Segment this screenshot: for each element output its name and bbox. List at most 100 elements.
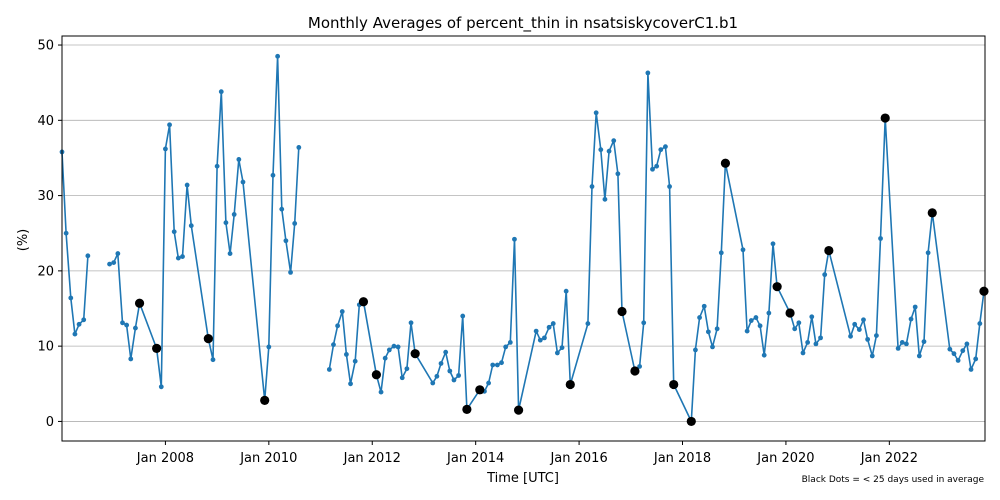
data-point [115,251,121,256]
data-point [184,182,190,188]
data-point [874,333,879,339]
data-point [386,347,392,353]
data-point [223,220,229,226]
data-point [171,229,177,235]
data-point [663,144,668,150]
data-point [331,342,336,348]
data-point [68,295,74,301]
data-point [761,352,767,358]
data-point [430,380,436,386]
data-point [701,303,707,309]
x-tick-label: Jan 2022 [860,451,918,466]
data-point [912,304,918,310]
data-point [111,260,117,265]
data-point [792,326,798,332]
data-point [188,223,194,229]
data-point [641,320,647,326]
flagged-data-point [880,113,890,123]
data-point [589,184,595,189]
data-point [658,147,664,153]
data-point [399,375,405,381]
x-tick-label: Jan 2020 [756,451,814,466]
data-point [81,317,87,323]
data-point [175,255,181,261]
data-point [710,344,715,350]
flagged-data-point [927,208,937,218]
data-point [602,196,608,202]
data-point [128,356,134,362]
data-point [654,163,660,169]
axis-ticks: 0 10 20 30 40 50 Jan 2008 Jan 2010 Jan 2012 Jan 2… [37,39,918,466]
data-point [227,251,233,256]
data-point [960,348,966,354]
data-point [395,344,401,350]
data-point [748,318,754,323]
x-tick-label: Jan 2008 [136,451,194,466]
data-point [107,261,112,267]
data-point [856,327,862,332]
data-point [434,373,440,379]
flagged-data-point [260,395,270,405]
data-point [861,317,866,323]
plot-frame [61,35,986,442]
x-tick-label: Jan 2012 [343,451,401,466]
flagged-data-point [785,308,795,318]
flagged-data-point [203,334,213,344]
data-point [964,341,970,347]
y-tick-label: 20 [37,264,54,279]
data-point [292,221,298,226]
data-point [378,389,384,395]
data-point [124,322,130,328]
data-point [85,253,91,259]
data-point [650,166,655,172]
data-point [645,70,651,76]
data-point [593,110,599,116]
data-point [72,331,78,337]
data-point [352,358,358,364]
data-point [869,353,875,359]
data-point [955,358,961,363]
data-point [499,360,504,366]
data-point [447,368,453,374]
data-point [615,171,621,177]
data-point [809,314,815,320]
data-point [554,350,560,356]
data-point [822,272,828,278]
data-point [770,241,776,247]
data-point [283,238,289,244]
flagged-data-point [152,343,162,354]
data-point [326,367,332,372]
flagged-data-point [824,245,834,256]
x-tick-label: Jan 2018 [653,451,711,466]
data-point [895,346,901,351]
data-point [916,353,922,359]
data-point [740,247,746,253]
data-point [343,352,349,357]
flagged-data-point [720,158,731,168]
data-point [288,269,293,275]
data-point [606,148,612,154]
data-point [852,321,858,327]
data-point [813,341,819,347]
data-point [899,339,905,345]
data-point [537,337,543,343]
data-point [550,321,556,326]
data-point [533,328,539,334]
data-point [904,341,909,347]
data-point [951,351,957,357]
data-point [210,357,216,363]
data-point [546,324,552,330]
data-point [456,373,462,378]
data-point [693,347,698,353]
y-axis-label: (%) [16,229,31,252]
data-point [158,384,164,390]
data-point [348,381,353,387]
data-point [63,230,69,236]
data-point [718,250,724,256]
data-point [968,367,974,372]
data-point [486,380,491,386]
data-point [542,335,547,341]
footnote: Black Dots = < 25 days used in average [802,475,985,485]
data-point [878,236,883,241]
